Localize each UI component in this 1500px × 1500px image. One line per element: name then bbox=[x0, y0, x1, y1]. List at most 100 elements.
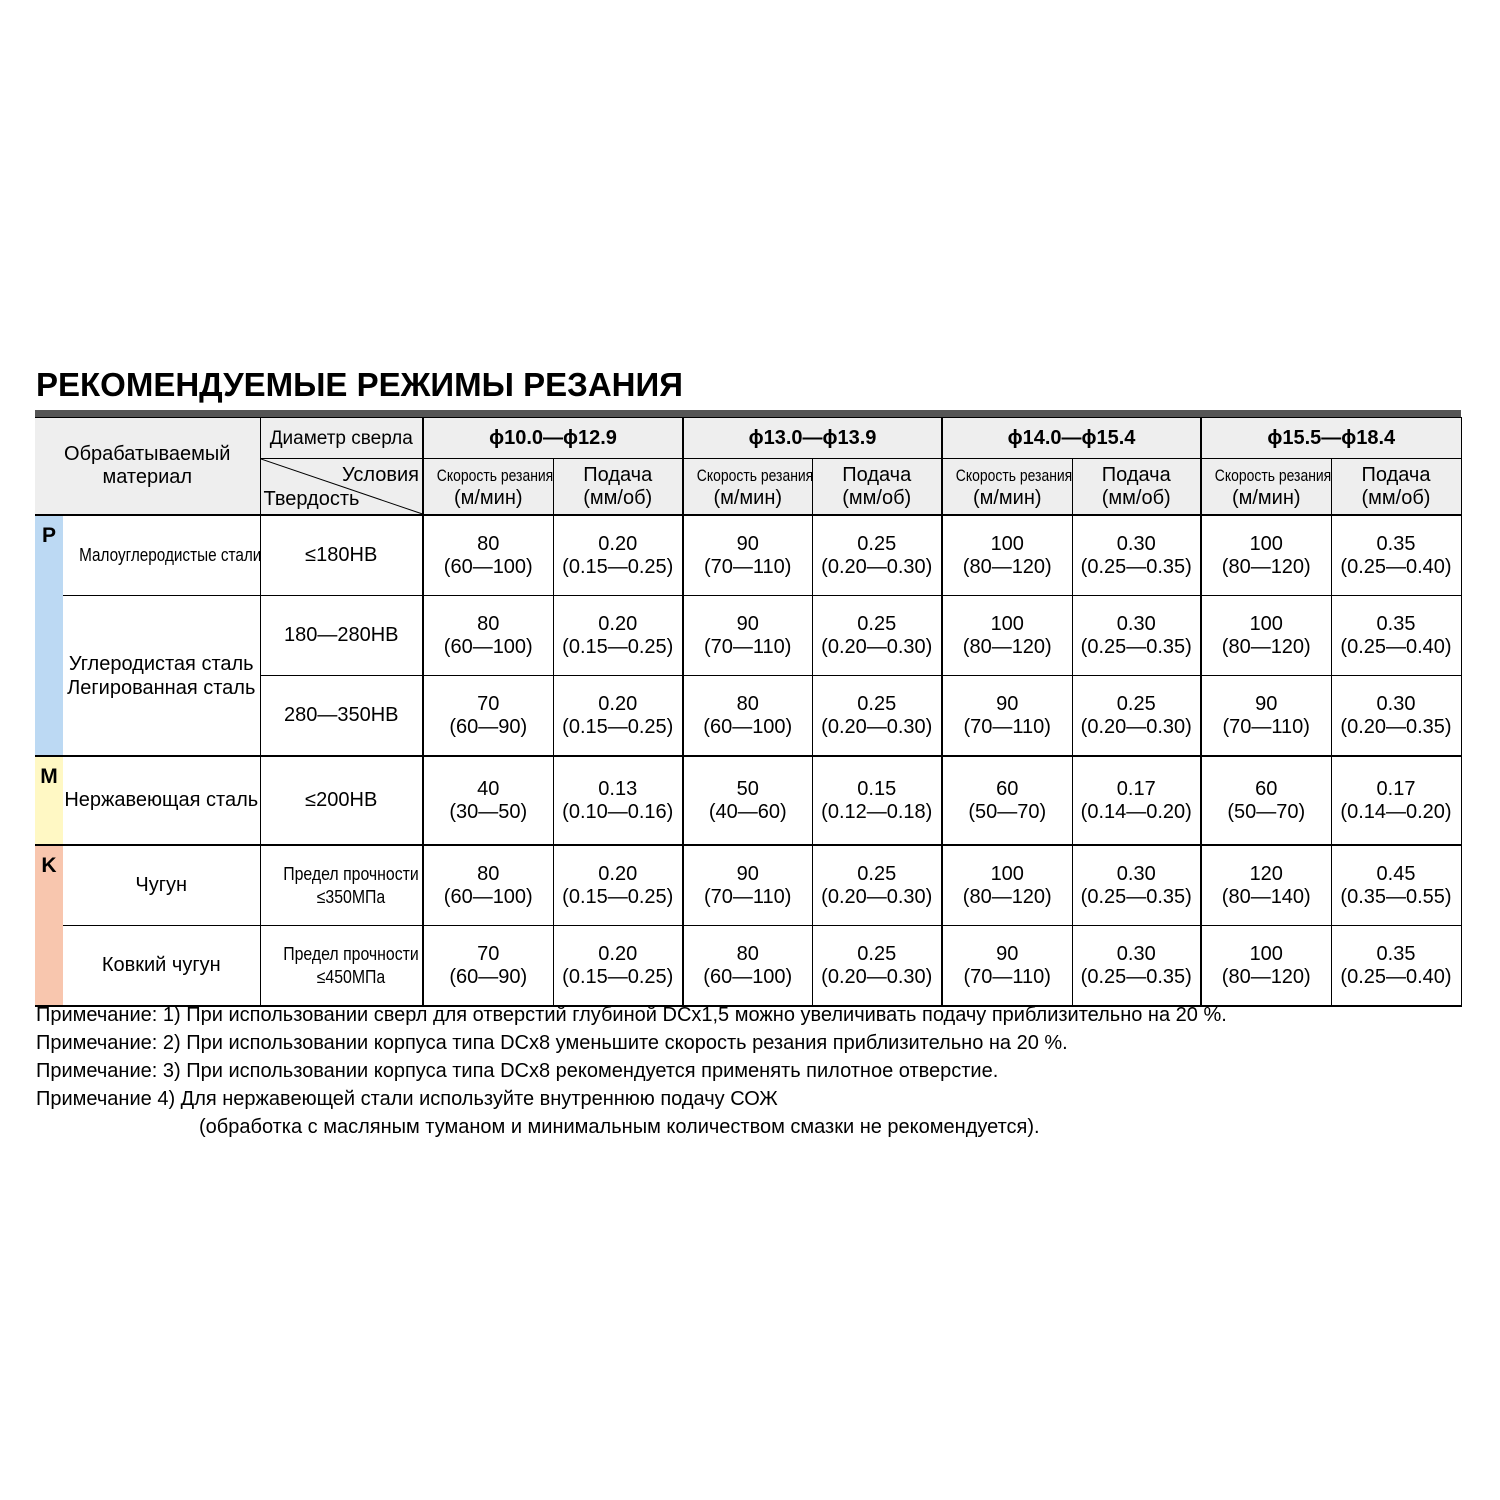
cutting-speed-cell: 60 (50—70) bbox=[1200, 755, 1332, 846]
feed-cell: 0.25 (0.20—0.30) bbox=[811, 595, 943, 676]
nominal-value: 0.30 bbox=[1116, 942, 1156, 965]
cutting-speed-cell: 100 (80—120) bbox=[1200, 514, 1332, 596]
material-name: Чугун bbox=[63, 844, 261, 926]
value-range: (0.12—0.18) bbox=[821, 800, 933, 823]
feed-cell: 0.20 (0.15—0.25) bbox=[552, 844, 684, 926]
cutting-speed-cell: 80 (60—100) bbox=[422, 595, 554, 676]
value-range: (60—100) bbox=[703, 965, 793, 988]
value-range: (70—110) bbox=[963, 715, 1051, 738]
speed-unit: (м/мин) bbox=[972, 486, 1042, 509]
nominal-value: 0.15 bbox=[857, 777, 897, 800]
feed-cell: 0.20 (0.15—0.25) bbox=[552, 595, 684, 676]
speed-unit: (м/мин) bbox=[1231, 486, 1301, 509]
nominal-value: 60 bbox=[1255, 777, 1278, 800]
speed-label: Скорость резания bbox=[696, 465, 812, 485]
nominal-value: 90 bbox=[736, 532, 759, 555]
diameter-header: Диаметр сверла bbox=[259, 417, 424, 459]
material-name: Ковкий чугун bbox=[63, 925, 261, 1007]
nominal-value: 80 bbox=[736, 692, 759, 715]
nominal-value: 80 bbox=[477, 612, 500, 635]
material-name: Углеродистая сталь Легированная сталь bbox=[63, 595, 261, 757]
note-2: Примечание: 2) При использовании корпуса… bbox=[36, 1032, 1068, 1054]
value-range: (80—120) bbox=[962, 635, 1052, 658]
feed-cell: 0.13 (0.10—0.16) bbox=[552, 755, 684, 846]
nominal-value: 80 bbox=[477, 862, 500, 885]
value-range: (0.25—0.40) bbox=[1340, 965, 1452, 988]
value-range: (70—110) bbox=[1222, 715, 1310, 738]
conditions-hardness-header: Условия Твердость bbox=[259, 458, 424, 516]
cutting-speed-cell: 50 (40—60) bbox=[682, 755, 813, 846]
material-header: Обрабатываемый материал bbox=[35, 417, 261, 516]
feed-cell: 0.35 (0.25—0.40) bbox=[1330, 595, 1462, 676]
feed-cell: 0.20 (0.15—0.25) bbox=[552, 675, 684, 757]
diameter-group-1: ϕ10.0—ϕ12.9 bbox=[422, 417, 684, 459]
value-range: (0.14—0.20) bbox=[1080, 800, 1192, 823]
nominal-value: 0.30 bbox=[1376, 692, 1416, 715]
material-group-P: P bbox=[35, 515, 63, 757]
value-range: (0.25—0.35) bbox=[1080, 885, 1192, 908]
value-range: (0.25—0.35) bbox=[1080, 635, 1192, 658]
nominal-value: 90 bbox=[736, 612, 759, 635]
cutting-speed-cell: 100 (80—120) bbox=[1200, 595, 1332, 676]
nominal-value: 90 bbox=[996, 942, 1019, 965]
value-range: (70—110) bbox=[704, 555, 792, 578]
feed-cell: 0.30 (0.25—0.35) bbox=[1071, 514, 1202, 596]
feed-label: Подача bbox=[842, 463, 912, 486]
nominal-value: 0.45 bbox=[1376, 862, 1416, 885]
value-range: (0.20—0.30) bbox=[821, 715, 933, 738]
diameter-group-4: ϕ15.5—ϕ18.4 bbox=[1200, 417, 1462, 459]
value-range: (0.20—0.35) bbox=[1340, 715, 1452, 738]
feed-cell: 0.35 (0.25—0.40) bbox=[1330, 514, 1462, 596]
feed-cell: 0.25 (0.20—0.30) bbox=[811, 925, 943, 1007]
value-range: (0.20—0.30) bbox=[1080, 715, 1192, 738]
feed-header: Подача (мм/об) bbox=[1330, 458, 1462, 516]
table-row: Ковкий чугун Предел прочности ≤450МПа 70 (6… bbox=[35, 925, 1462, 1007]
material-name-text: Углеродистая сталь Легированная сталь bbox=[67, 652, 256, 699]
cutting-speed-cell: 80 (60—100) bbox=[422, 844, 554, 926]
value-range: (0.15—0.25) bbox=[562, 715, 674, 738]
hardness: Предел прочности ≤450МПа bbox=[259, 925, 424, 1007]
value-range: (50—70) bbox=[1227, 800, 1306, 823]
feed-label: Подача bbox=[1361, 463, 1431, 486]
speed-label: Скорость резания bbox=[436, 465, 553, 485]
nominal-value: 70 bbox=[477, 692, 500, 715]
hardness: ≤180HB bbox=[259, 514, 424, 596]
value-range: (0.15—0.25) bbox=[562, 965, 674, 988]
value-range: (0.25—0.35) bbox=[1080, 555, 1192, 578]
nominal-value: 0.13 bbox=[598, 777, 638, 800]
nominal-value: 40 bbox=[477, 777, 500, 800]
cutting-speed-cell: 70 (60—90) bbox=[422, 925, 554, 1007]
cutting-speed-cell: 120 (80—140) bbox=[1200, 844, 1332, 926]
nominal-value: 0.20 bbox=[598, 942, 638, 965]
value-range: (80—120) bbox=[1221, 965, 1311, 988]
table-row: P Малоуглеродистые стали ≤180HB 80 (60—100) 0… bbox=[35, 514, 1462, 757]
nominal-value: 0.25 bbox=[857, 532, 897, 555]
nominal-value: 0.30 bbox=[1116, 612, 1156, 635]
note-4-continued: (обработка с масляным туманом и минималь… bbox=[199, 1116, 1040, 1138]
feed-cell: 0.25 (0.20—0.30) bbox=[811, 844, 943, 926]
nominal-value: 80 bbox=[736, 942, 759, 965]
nominal-value: 0.17 bbox=[1116, 777, 1156, 800]
nominal-value: 0.25 bbox=[857, 612, 897, 635]
feed-cell: 0.30 (0.25—0.35) bbox=[1071, 595, 1202, 676]
nominal-value: 90 bbox=[996, 692, 1019, 715]
feed-cell: 0.30 (0.20—0.35) bbox=[1330, 675, 1462, 757]
speed-label: Скорость резания bbox=[955, 465, 1072, 485]
nominal-value: 0.20 bbox=[598, 692, 638, 715]
nominal-value: 0.20 bbox=[598, 862, 638, 885]
value-range: (0.25—0.40) bbox=[1340, 635, 1452, 658]
value-range: (0.20—0.30) bbox=[821, 965, 933, 988]
nominal-value: 120 bbox=[1249, 862, 1283, 885]
feed-cell: 0.20 (0.15—0.25) bbox=[552, 514, 684, 596]
table-row: 280—350HB 70 (60—90) 0.20 (0.15—0.25) 80 (60—1… bbox=[35, 675, 1462, 757]
value-range: (0.35—0.55) bbox=[1340, 885, 1452, 908]
feed-header: Подача (мм/об) bbox=[552, 458, 684, 516]
nominal-value: 50 bbox=[736, 777, 759, 800]
feed-cell: 0.25 (0.20—0.30) bbox=[811, 675, 943, 757]
conditions-label: Условия bbox=[341, 464, 419, 486]
cutting-speed-cell: 70 (60—90) bbox=[422, 675, 554, 757]
feed-cell: 0.35 (0.25—0.40) bbox=[1330, 925, 1462, 1007]
value-range: (0.20—0.30) bbox=[821, 635, 933, 658]
cutting-speed-cell: 80 (60—100) bbox=[682, 675, 813, 757]
hardness-text: Предел прочности ≤450МПа bbox=[282, 943, 419, 987]
